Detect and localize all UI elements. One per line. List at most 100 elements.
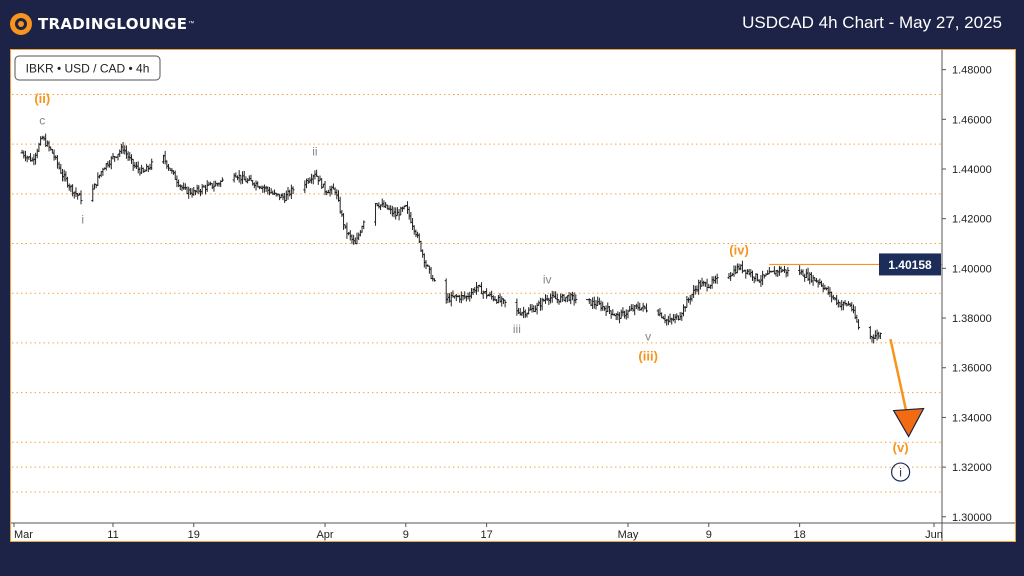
ohlc-bar	[801, 269, 805, 277]
ohlc-bar	[35, 148, 39, 159]
ohlc-bar	[444, 278, 448, 304]
ohlc-bar	[289, 184, 293, 200]
ohlc-bar	[195, 184, 199, 194]
ohlc-bar	[163, 150, 167, 165]
ohlc-bar	[737, 263, 741, 271]
ohlc-bar	[550, 290, 554, 303]
ohlc-bar	[313, 170, 317, 180]
ohlc-bar	[328, 185, 332, 197]
ohlc-bar	[76, 193, 80, 200]
ohlc-bar	[52, 149, 56, 161]
ohlc-bar	[288, 189, 292, 197]
header: TradingLounge ™ USDCAD 4h Chart - May 27…	[0, 0, 1024, 48]
ohlc-bar	[232, 173, 236, 183]
ohlc-bar	[405, 201, 409, 214]
y-tick-label: 1.32000	[952, 462, 992, 474]
ohlc-bar	[628, 306, 632, 312]
ohlc-bar	[715, 273, 719, 284]
x-axis: Mar 11 19 Apr 9 17 May 9 18 Jun	[11, 522, 1015, 541]
y-axis: 1.48000 1.46000 1.44000 1.42000 1.40000 1.380…	[941, 50, 992, 541]
ohlc-bar	[39, 136, 43, 146]
ohlc-bar	[870, 335, 874, 343]
ohlc-bar	[607, 305, 611, 315]
ohlc-bar	[60, 168, 64, 182]
ohlc-bar	[705, 278, 709, 292]
x-tick-label: 18	[794, 529, 806, 541]
ohlc-bar	[390, 205, 394, 217]
ohlc-bar	[594, 300, 598, 310]
ohlc-bar	[267, 186, 271, 196]
ohlc-bar	[210, 183, 214, 190]
ohlc-bar	[283, 192, 287, 203]
ohlc-bar	[178, 184, 182, 191]
y-tick-label: 1.34000	[952, 412, 992, 424]
ohlc-bar	[335, 189, 339, 200]
ohlc-bar	[712, 276, 716, 284]
ohlc-bar	[249, 174, 253, 182]
ohlc-bar	[281, 192, 285, 201]
ohlc-bar	[565, 295, 569, 303]
ohlc-bar	[126, 151, 130, 161]
ohlc-bar	[692, 284, 696, 298]
ohlc-bar	[190, 188, 194, 198]
ohlc-bar	[475, 282, 478, 295]
ohlc-bar	[554, 291, 558, 300]
ohlc-bar	[535, 302, 539, 315]
ohlc-bar	[557, 299, 561, 305]
ohlc-bar	[362, 220, 366, 230]
y-tick-label: 1.48000	[952, 65, 992, 77]
ohlc-bar	[710, 276, 714, 289]
ohlc-bar	[767, 266, 771, 275]
brand-logo[interactable]: TradingLounge ™	[10, 12, 194, 36]
ohlc-bar	[116, 153, 120, 161]
ohlc-bar	[836, 299, 840, 308]
ohlc-bar	[678, 311, 682, 321]
chart-title: USDCAD 4h Chart - May 27, 2025	[742, 13, 1002, 32]
ohlc-bar	[205, 180, 209, 192]
ohlc-bar	[192, 186, 196, 196]
ohlc-bar	[682, 304, 686, 317]
ohlc-bar	[690, 293, 694, 302]
ohlc-bar	[446, 293, 450, 304]
ohlc-bar	[658, 308, 662, 317]
ohlc-bar	[42, 135, 46, 141]
ohlc-bar	[666, 315, 670, 326]
ohlc-bar	[271, 190, 275, 196]
ohlc-bar	[555, 293, 559, 304]
ohlc-bar	[772, 266, 776, 275]
ohlc-bar	[217, 182, 221, 187]
wave-label: i	[81, 213, 84, 227]
ohlc-bar	[412, 225, 416, 235]
symbol-legend: IBKR • USD / CAD • 4h	[14, 55, 161, 81]
ohlc-bar	[340, 210, 344, 217]
ohlc-bar	[72, 191, 76, 199]
ohlc-bar	[644, 303, 648, 313]
y-tick-label: 1.46000	[952, 114, 992, 126]
ohlc-bar	[695, 285, 699, 293]
x-tick-label: 19	[188, 529, 200, 541]
ohlc-bar	[545, 294, 549, 302]
ohlc-bar	[264, 185, 268, 192]
ohlc-bar	[751, 270, 755, 281]
ohlc-bar	[44, 133, 48, 147]
ohlc-bar	[71, 184, 75, 197]
ohlc-bar	[798, 265, 802, 276]
ohlc-bar	[449, 292, 453, 307]
ohlc-bar	[150, 158, 154, 170]
x-tick-label: May	[618, 529, 639, 541]
ohlc-bar	[374, 202, 378, 226]
y-tick-label: 1.40000	[952, 263, 992, 275]
ohlc-bar	[623, 310, 627, 319]
ohlc-bar	[424, 260, 428, 270]
ohlc-bar	[522, 306, 526, 319]
brand-name: TradingLounge	[38, 15, 188, 33]
ohlc-bar	[431, 274, 435, 282]
ohlc-bar	[422, 253, 426, 268]
ohlc-bar	[348, 230, 352, 241]
wave-label: ii	[312, 144, 317, 158]
ohlc-bar	[394, 207, 398, 220]
ohlc-bar	[400, 206, 404, 212]
ohlc-bar	[673, 314, 677, 324]
ohlc-bar	[616, 311, 620, 321]
